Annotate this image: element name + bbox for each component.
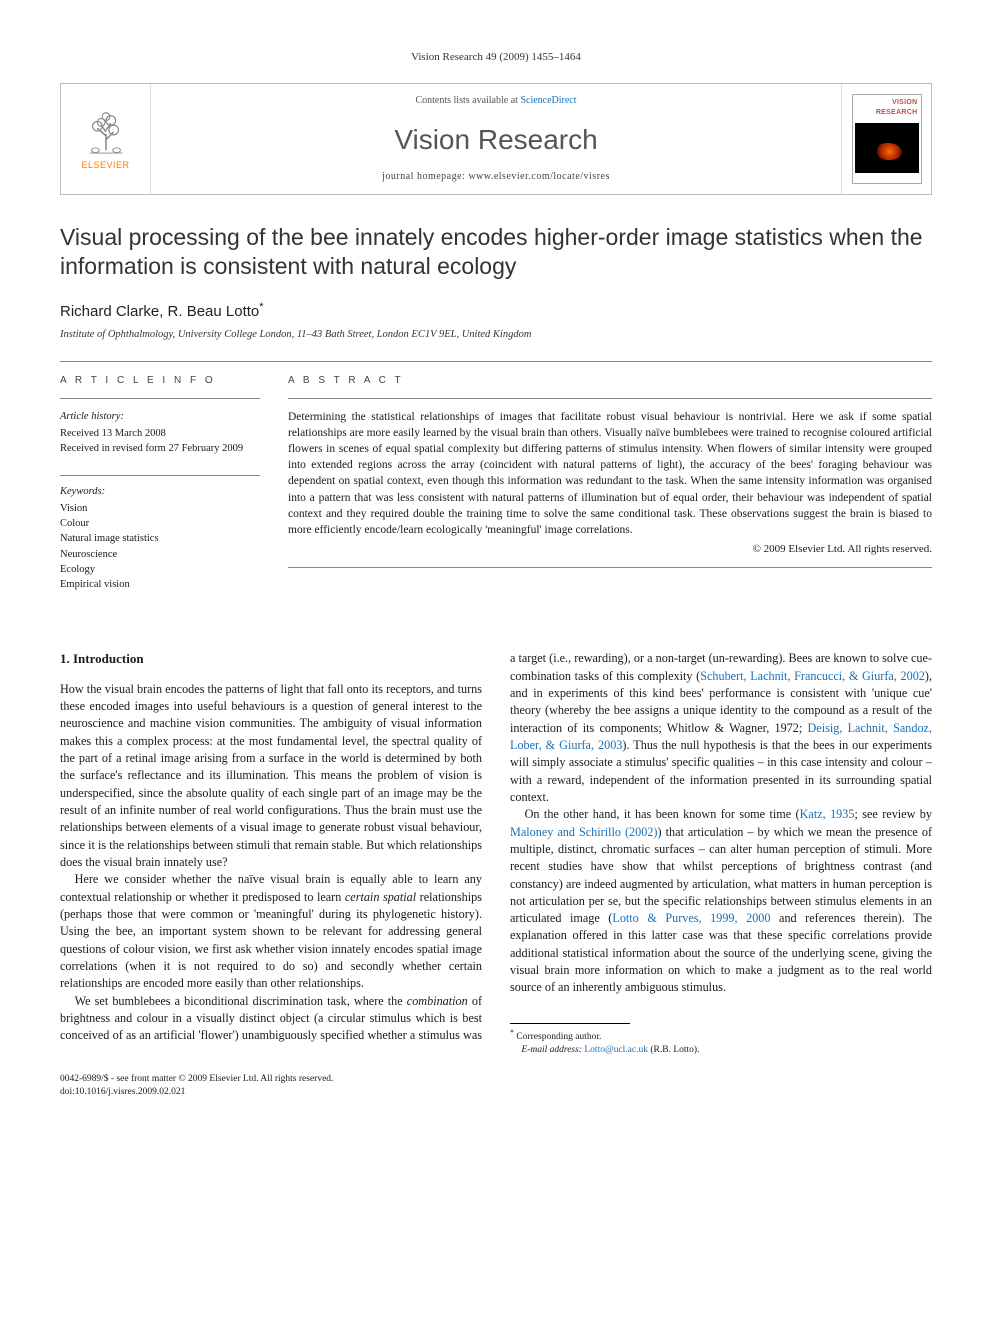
info-divider xyxy=(60,398,260,399)
running-head: Vision Research 49 (2009) 1455–1464 xyxy=(60,50,932,65)
history-label: Article history: xyxy=(60,409,260,424)
article-info-head: A R T I C L E I N F O xyxy=(60,374,260,388)
authors: Richard Clarke, R. Beau Lotto* xyxy=(60,300,932,322)
journal-cover: VISION RESEARCH xyxy=(841,84,931,193)
paragraph: On the other hand, it has been known for… xyxy=(510,806,932,997)
abstract-text: Determining the statistical relationship… xyxy=(288,409,932,538)
contents-line: Contents lists available at ScienceDirec… xyxy=(163,94,829,108)
keyword: Empirical vision xyxy=(60,577,260,592)
issn-line: 0042-6989/$ - see front matter © 2009 El… xyxy=(60,1073,333,1086)
homepage-line: journal homepage: www.elsevier.com/locat… xyxy=(163,170,829,184)
cover-thumbnail xyxy=(855,123,919,173)
citation-link[interactable]: Schubert, Lachnit, Francucci, & Giurfa, … xyxy=(700,669,925,683)
homepage-prefix: journal homepage: xyxy=(382,171,468,182)
citation-link[interactable]: Katz, 1935 xyxy=(800,807,855,821)
email-link[interactable]: Lotto@ucl.ac.uk xyxy=(584,1045,648,1055)
keywords-label: Keywords: xyxy=(60,484,260,499)
author-names: Richard Clarke, R. Beau Lotto xyxy=(60,303,259,320)
keyword: Neuroscience xyxy=(60,547,260,562)
publisher-logo: ELSEVIER xyxy=(61,84,151,193)
journal-header: ELSEVIER Contents lists available at Sci… xyxy=(60,83,932,194)
received-date: Received 13 March 2008 xyxy=(60,426,260,441)
abstract-copyright: © 2009 Elsevier Ltd. All rights reserved… xyxy=(288,542,932,557)
contents-prefix: Contents lists available at xyxy=(415,95,520,106)
footnote: * Corresponding author. E-mail address: … xyxy=(510,1028,932,1057)
paragraph: How the visual brain encodes the pattern… xyxy=(60,681,482,872)
paragraph: Here we consider whether the naïve visua… xyxy=(60,871,482,992)
abstract: A B S T R A C T Determining the statisti… xyxy=(288,374,932,610)
keyword: Natural image statistics xyxy=(60,531,260,546)
article-info: A R T I C L E I N F O Article history: R… xyxy=(60,374,260,610)
keyword: Colour xyxy=(60,516,260,531)
section-heading: 1. Introduction xyxy=(60,650,482,668)
journal-title: Vision Research xyxy=(163,120,829,159)
info-divider xyxy=(60,475,260,476)
divider xyxy=(60,361,932,362)
abstract-head: A B S T R A C T xyxy=(288,374,932,388)
email-label: E-mail address: xyxy=(521,1045,584,1055)
cover-title: VISION RESEARCH xyxy=(853,95,921,121)
elsevier-tree-icon xyxy=(82,107,130,155)
corresponding-mark: * xyxy=(259,301,263,313)
revised-date: Received in revised form 27 February 200… xyxy=(60,441,260,456)
publisher-name: ELSEVIER xyxy=(81,159,129,172)
keyword: Vision xyxy=(60,501,260,516)
citation-link[interactable]: Maloney and Schirillo (2002) xyxy=(510,825,658,839)
keyword: Ecology xyxy=(60,562,260,577)
body-text: 1. Introduction How the visual brain enc… xyxy=(60,650,932,1056)
corr-text: Corresponding author. xyxy=(514,1032,601,1042)
homepage-url[interactable]: www.elsevier.com/locate/visres xyxy=(468,171,610,182)
affiliation: Institute of Ophthalmology, University C… xyxy=(60,328,932,343)
keywords-list: Vision Colour Natural image statistics N… xyxy=(60,501,260,592)
footnote-rule xyxy=(510,1023,630,1024)
citation-link[interactable]: Lotto & Purves, 1999, 2000 xyxy=(612,911,770,925)
abstract-divider xyxy=(288,398,932,399)
doi-line: doi:10.1016/j.visres.2009.02.021 xyxy=(60,1086,333,1099)
sciencedirect-link[interactable]: ScienceDirect xyxy=(520,95,576,106)
email-who: (R.B. Lotto). xyxy=(648,1045,699,1055)
abstract-end-divider xyxy=(288,567,932,568)
page-footer: 0042-6989/$ - see front matter © 2009 El… xyxy=(60,1073,932,1100)
article-title: Visual processing of the bee innately en… xyxy=(60,223,932,283)
